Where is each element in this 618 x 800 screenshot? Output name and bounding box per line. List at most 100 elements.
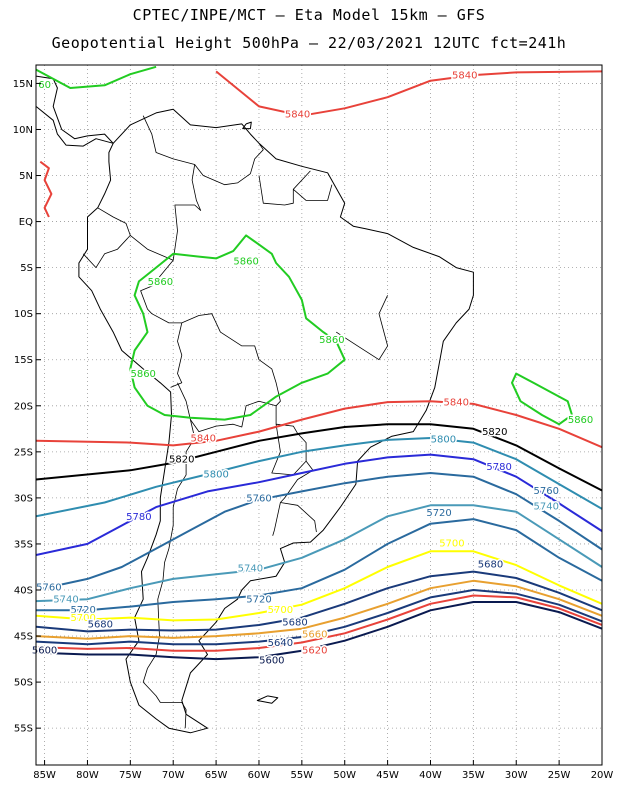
contour-5600 [36, 601, 602, 661]
lat-tick-label: 10N [13, 125, 33, 136]
contour-label: 5720 [246, 595, 271, 606]
coastline [195, 51, 211, 57]
lon-tick-label: 30W [505, 770, 528, 781]
lon-tick-label: 55W [291, 770, 314, 781]
country-border [271, 405, 307, 476]
contour-5780 [36, 453, 602, 556]
contour-label: 5760 [534, 486, 559, 497]
contour-5800 [36, 437, 602, 518]
contour-label: 5700 [268, 605, 293, 616]
coastline [36, 75, 114, 144]
lat-tick-label: 45S [14, 632, 33, 643]
lat-tick-label: 35S [14, 539, 33, 550]
contour-label: 5800 [203, 469, 228, 480]
axis-labels: 15N 10N 5N EQ 5S 10S 15S 20S 25S 30S 35S 40S 45S 50S 5… [13, 79, 614, 781]
contour-5840 [36, 400, 602, 449]
contour-5620 [36, 594, 602, 652]
chart-title-line2: Geopotential Height 500hPa – 22/03/2021 … [51, 34, 567, 52]
lat-tick-label: 40S [14, 586, 33, 597]
contour-5840 [215, 70, 602, 117]
lat-tick-label: 5S [20, 263, 33, 274]
contour-label: 5700 [439, 539, 464, 550]
contour-5740 [36, 504, 602, 603]
lon-tick-label: 40W [419, 770, 442, 781]
contour-5860 [36, 65, 157, 89]
lon-tick-label: 70W [162, 770, 185, 781]
contour-label: 5820 [482, 427, 507, 438]
contour-label: 5680 [478, 560, 503, 571]
lon-tick-label: 50W [333, 770, 356, 781]
contour-5640 [36, 589, 602, 646]
contour-label: 60 [38, 80, 51, 91]
lat-tick-label: EQ [19, 217, 33, 228]
lon-tick-label: 20W [591, 770, 614, 781]
contour-label: 5820 [169, 455, 194, 466]
coastline [242, 121, 252, 130]
country-border [280, 460, 314, 503]
contour-5860 [129, 234, 346, 421]
contour-label: 5700 [70, 613, 95, 624]
country-border [194, 143, 264, 186]
contour-label: 5860 [319, 335, 344, 346]
contour-label: 5660 [302, 630, 327, 641]
contour-label: 5860 [568, 415, 593, 426]
contour-layer [36, 65, 602, 661]
lon-tick-label: 85W [33, 770, 56, 781]
country-border [258, 175, 333, 206]
country-border [280, 502, 317, 533]
lon-tick-label: 45W [376, 770, 399, 781]
lon-tick-label: 25W [548, 770, 571, 781]
contour-label: 5780 [486, 462, 511, 473]
contour-5700 [36, 550, 602, 622]
country-border [130, 235, 183, 388]
contour-5660 [36, 579, 602, 640]
contour-label: 5860 [148, 277, 173, 288]
geography-layer [36, 51, 474, 734]
contour-5720 [36, 518, 602, 612]
contour-labels: 5840 5840 5840 5840 5820 5820 5800 5800 5780 5780… [30, 69, 594, 668]
contour-label: 5840 [443, 398, 468, 409]
contour-label: 5760 [246, 493, 271, 504]
lat-tick-label: 50S [14, 678, 33, 689]
lat-tick-label: 25S [14, 447, 33, 458]
country-border [335, 295, 388, 361]
lon-tick-label: 35W [462, 770, 485, 781]
contour-label: 5680 [282, 618, 307, 629]
country-border [272, 502, 281, 536]
country-border [177, 382, 277, 432]
lat-tick-label: 20S [14, 401, 33, 412]
contour-label: 5600 [259, 656, 284, 667]
contour-label: 5760 [36, 583, 61, 594]
contour-label: 5680 [88, 620, 113, 631]
contour-label: 5800 [431, 434, 456, 445]
contour-label: 5620 [302, 645, 327, 656]
lat-tick-label: 15S [14, 355, 33, 366]
contour-label: 5840 [452, 71, 477, 82]
coastline [78, 108, 474, 734]
country-border [181, 313, 281, 407]
contour-label: 5600 [32, 645, 57, 656]
contour-label: 5720 [426, 508, 451, 519]
contour-5680 [36, 570, 602, 633]
contour-label: 5860 [130, 369, 155, 380]
lat-tick-label: 5N [19, 171, 33, 182]
lon-tick-label: 80W [76, 770, 99, 781]
contour-5760 [36, 472, 602, 591]
lat-tick-label: 10S [14, 309, 33, 320]
coastline [36, 106, 114, 147]
lat-tick-label: 30S [14, 493, 33, 504]
contour-label: 5720 [70, 605, 95, 616]
contour-label: 5740 [238, 563, 263, 574]
country-border [293, 170, 311, 190]
chart-title-line1: CPTEC/INPE/MCT – Eta Model 15km – GFS [132, 6, 486, 24]
contour-label: 5840 [191, 434, 216, 445]
contour-label: 5780 [126, 512, 151, 523]
contour-5860 [511, 372, 573, 426]
lon-tick-label: 60W [248, 770, 271, 781]
contour-5820 [36, 423, 602, 492]
country-border [142, 115, 202, 261]
country-border [82, 207, 131, 268]
contour-label: 5840 [285, 109, 310, 120]
coastline [256, 695, 279, 704]
